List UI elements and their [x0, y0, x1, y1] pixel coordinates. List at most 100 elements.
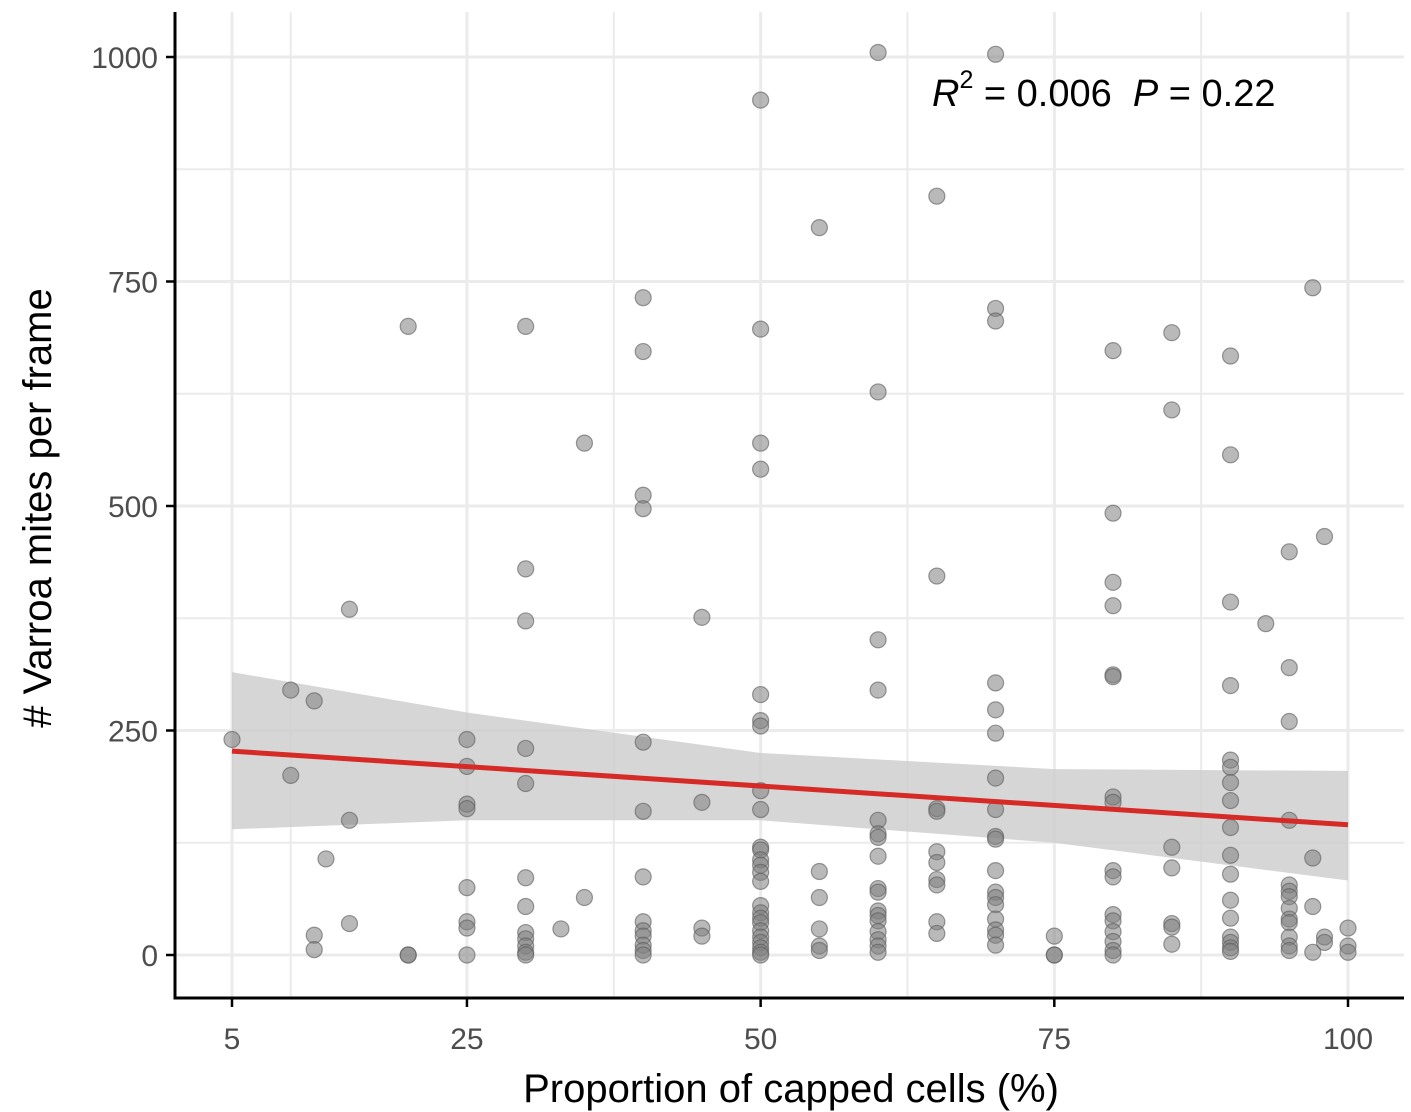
y-axis-ticks: 0 250 500 750 1000 — [91, 42, 175, 973]
confidence-band — [232, 672, 1348, 881]
data-point — [517, 739, 535, 758]
data-point — [1104, 597, 1122, 615]
y-tick-label: 750 — [108, 267, 158, 300]
data-point — [517, 897, 535, 916]
data-point — [1221, 758, 1240, 776]
data-point — [1315, 527, 1334, 546]
data-point — [752, 460, 770, 478]
data-point — [986, 936, 1005, 954]
data-point — [986, 861, 1005, 880]
data-point — [986, 701, 1005, 719]
data-point — [986, 830, 1005, 848]
data-point — [517, 612, 535, 630]
data-point — [869, 631, 887, 649]
data-point — [1045, 927, 1063, 945]
data-point — [810, 920, 828, 938]
data-point — [458, 919, 476, 937]
data-point — [693, 608, 711, 626]
data-point — [869, 847, 887, 865]
y-tick-label: 500 — [108, 491, 158, 524]
data-point — [1163, 935, 1181, 953]
data-point — [1163, 859, 1181, 877]
data-point — [928, 567, 946, 585]
data-point — [317, 850, 335, 868]
data-point — [1163, 324, 1181, 342]
data-point — [928, 853, 946, 872]
data-point — [1339, 943, 1357, 961]
data-point — [1304, 943, 1322, 961]
data-point — [1104, 868, 1122, 886]
data-point — [752, 320, 770, 338]
data-point — [399, 946, 417, 964]
data-point — [634, 868, 652, 886]
data-point — [340, 811, 359, 829]
data-point — [517, 317, 535, 335]
data-point — [305, 926, 323, 944]
data-point — [1304, 849, 1322, 867]
data-point — [1304, 897, 1322, 916]
data-point — [986, 769, 1005, 787]
data-point — [1221, 773, 1240, 792]
data-point — [517, 869, 535, 887]
data-point — [752, 685, 770, 704]
data-point — [1280, 914, 1298, 932]
data-point — [869, 943, 887, 961]
data-point — [1221, 676, 1240, 695]
data-point — [1104, 342, 1122, 360]
data-points — [223, 43, 1357, 964]
data-point — [517, 560, 535, 578]
data-point — [1163, 918, 1181, 936]
y-tick-label: 0 — [141, 940, 158, 973]
data-point — [305, 941, 323, 959]
r-squared-value: = 0.006 — [973, 73, 1133, 115]
data-point — [752, 434, 770, 452]
data-point — [1045, 946, 1063, 964]
data-point — [869, 681, 887, 699]
x-tick-label: 5 — [224, 1023, 241, 1056]
data-point — [399, 317, 417, 335]
p-label: P — [1133, 73, 1159, 115]
data-point — [986, 312, 1005, 330]
y-tick-label: 250 — [108, 716, 158, 749]
stats-annotation: R2 = 0.006 P = 0.22 — [932, 66, 1276, 115]
data-point — [1257, 615, 1275, 633]
data-point — [634, 733, 652, 751]
data-point — [458, 946, 476, 964]
data-point — [517, 946, 535, 964]
data-point — [634, 342, 652, 361]
data-point — [1104, 504, 1122, 522]
data-point — [634, 802, 652, 820]
data-point — [305, 692, 323, 710]
data-point — [575, 434, 594, 452]
data-point — [1339, 919, 1357, 937]
data-point — [1221, 909, 1240, 927]
data-point — [986, 724, 1005, 742]
x-axis-ticks: 5 25 50 75 100 — [224, 998, 1373, 1056]
data-point — [552, 920, 570, 938]
data-point — [810, 888, 828, 907]
x-tick-label: 100 — [1323, 1023, 1373, 1056]
data-point — [1104, 573, 1122, 591]
data-point — [928, 876, 946, 894]
data-point — [575, 888, 594, 907]
data-point — [928, 924, 946, 943]
data-point — [634, 946, 652, 964]
data-point — [869, 383, 887, 401]
regression-line — [231, 748, 1349, 828]
data-point — [869, 828, 887, 846]
data-point — [869, 883, 887, 901]
data-point — [752, 872, 770, 890]
data-point — [1304, 279, 1322, 297]
data-point — [1221, 846, 1240, 864]
x-tick-label: 25 — [450, 1023, 483, 1056]
data-point — [752, 800, 770, 819]
data-point — [752, 946, 770, 964]
data-point — [1280, 712, 1298, 731]
data-point — [1280, 543, 1298, 561]
data-point — [810, 862, 828, 881]
data-point — [340, 914, 359, 933]
data-point — [1221, 791, 1240, 810]
data-point — [986, 896, 1005, 914]
data-point — [1221, 347, 1240, 365]
